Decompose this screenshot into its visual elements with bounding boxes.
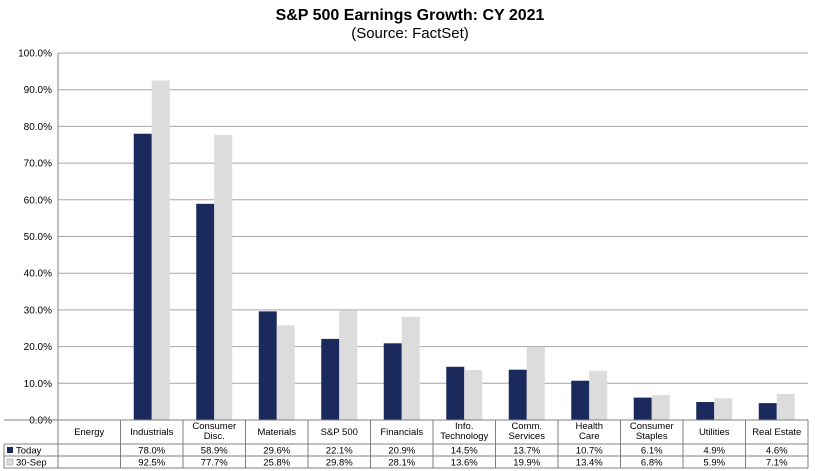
bar-30-sep xyxy=(276,325,295,420)
data-label: 77.7% xyxy=(201,458,228,469)
bar-today xyxy=(758,403,777,420)
bar-30-sep xyxy=(776,393,795,420)
data-label: 13.7% xyxy=(513,446,540,457)
chart-title: S&P 500 Earnings Growth: CY 2021 xyxy=(275,7,545,24)
data-label: 5.9% xyxy=(703,458,725,469)
x-tick-label: Financials xyxy=(380,427,423,438)
legend-key xyxy=(6,458,14,466)
x-tick-label: Staples xyxy=(636,431,668,442)
y-tick-label: 70.0% xyxy=(24,159,52,170)
data-label: 92.5% xyxy=(138,458,165,469)
data-label: 13.6% xyxy=(451,458,478,469)
x-tick-label: Disc. xyxy=(204,431,225,442)
data-label: 6.8% xyxy=(641,458,663,469)
data-label: 19.9% xyxy=(513,458,540,469)
data-label: 28.1% xyxy=(388,458,415,469)
bar-30-sep xyxy=(526,346,545,420)
legend-key xyxy=(7,447,13,453)
y-tick-label: 10.0% xyxy=(24,379,52,390)
y-tick-label: 60.0% xyxy=(24,195,52,206)
data-label: 22.1% xyxy=(326,446,353,457)
data-label: 58.9% xyxy=(201,446,228,457)
data-label: 4.9% xyxy=(703,446,725,457)
data-label: 29.6% xyxy=(263,446,290,457)
data-label: 25.8% xyxy=(263,458,290,469)
x-tick-label: Care xyxy=(579,431,600,442)
data-label: 13.4% xyxy=(576,458,603,469)
data-label: 6.1% xyxy=(641,446,663,457)
y-tick-label: 0.0% xyxy=(29,416,52,427)
bar-today xyxy=(508,369,527,420)
x-tick-label: Real Estate xyxy=(752,427,801,438)
data-label: 20.9% xyxy=(388,446,415,457)
y-tick-label: 90.0% xyxy=(24,85,52,96)
bar-30-sep xyxy=(401,316,420,420)
bar-30-sep xyxy=(651,395,670,420)
y-tick-label: 40.0% xyxy=(24,269,52,280)
data-label: 29.8% xyxy=(326,458,353,469)
y-tick-label: 80.0% xyxy=(24,122,52,133)
x-tick-label: Industrials xyxy=(130,427,174,438)
bar-30-sep xyxy=(151,80,170,421)
legend-label: 30-Sep xyxy=(16,458,47,469)
bar-today xyxy=(321,338,340,420)
bar-30-sep xyxy=(214,134,233,420)
bar-today xyxy=(696,402,715,420)
bar-today xyxy=(571,380,590,420)
bar-today xyxy=(133,133,152,421)
x-tick-label: Energy xyxy=(74,427,104,438)
y-tick-label: 20.0% xyxy=(24,342,52,353)
x-tick-label: Utilities xyxy=(699,427,730,438)
x-tick-label: S&P 500 xyxy=(321,427,358,438)
bar-30-sep xyxy=(339,310,358,420)
y-tick-label: 50.0% xyxy=(24,232,52,243)
bar-today xyxy=(633,397,652,420)
bar-today xyxy=(196,203,215,420)
x-tick-label: Materials xyxy=(257,427,296,438)
data-label: 14.5% xyxy=(451,446,478,457)
chart-subtitle: (Source: FactSet) xyxy=(351,25,469,42)
bar-30-sep xyxy=(714,398,733,420)
bar-today xyxy=(258,311,277,420)
bar-today xyxy=(383,343,402,420)
data-label: 7.1% xyxy=(766,458,788,469)
bar-30-sep xyxy=(589,370,608,420)
data-label: 4.6% xyxy=(766,446,788,457)
y-tick-label: 100.0% xyxy=(18,49,52,60)
legend-label: Today xyxy=(16,446,42,457)
x-tick-label: Consumer xyxy=(630,421,674,432)
x-tick-label: Services xyxy=(509,431,546,442)
x-tick-label: Technology xyxy=(440,431,488,442)
bar-today xyxy=(446,366,465,420)
x-tick-label: Info. xyxy=(455,421,474,432)
bar-30-sep xyxy=(464,370,483,420)
x-tick-label: Health xyxy=(576,421,603,432)
data-label: 10.7% xyxy=(576,446,603,457)
x-tick-label: Comm. xyxy=(511,421,542,432)
data-label: 78.0% xyxy=(138,446,165,457)
x-tick-label: Consumer xyxy=(192,421,236,432)
y-tick-label: 30.0% xyxy=(24,305,52,316)
